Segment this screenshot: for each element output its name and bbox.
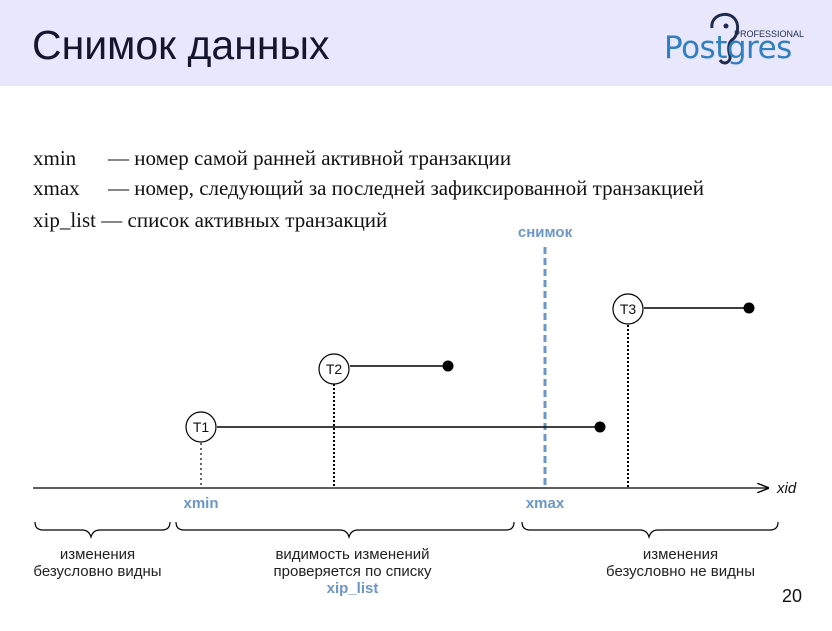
definition-term: xip_list [33, 208, 97, 232]
region-line: изменения [642, 546, 719, 563]
slide-title: Снимок данных [32, 22, 330, 68]
snapshot-label: снимок [518, 224, 573, 241]
definition-xmin: xmin — номер самой ранней активной транза… [33, 146, 511, 171]
t3-end-dot [743, 302, 755, 314]
brace-left [34, 521, 171, 540]
t1-label: T1 [193, 419, 210, 435]
t2-end-dot [442, 360, 454, 372]
t1-end-dot [594, 421, 606, 433]
elephant-icon [710, 12, 740, 65]
page-number: 20 [781, 586, 802, 606]
region-line: безусловно видны [33, 563, 162, 580]
region-accent-line: xip_list [326, 580, 379, 597]
logo-brand: Postgres [664, 30, 792, 66]
region-line: изменения [59, 546, 136, 563]
brace-middle [175, 521, 515, 540]
t2-label: T2 [326, 361, 343, 377]
region-line: видимость изменений [275, 546, 430, 563]
postgres-logo: Postgres PROFESSIONAL [664, 10, 814, 74]
definition-xip-list: xip_list — список активных транзакций [33, 208, 387, 233]
definition-text: — номер самой ранней активной транзакции [108, 146, 512, 170]
t3-node [612, 293, 644, 325]
xmin-marker: xmin [183, 495, 218, 512]
definition-text: — список активных транзакций [101, 208, 388, 232]
definition-term: xmax [33, 176, 80, 200]
t1-node [185, 411, 217, 443]
region-line: проверяется по списку [273, 563, 432, 580]
definition-term: xmin [33, 146, 77, 170]
axis-label: xid [776, 480, 797, 497]
region-visible: изменения безусловно видны [20, 546, 175, 580]
definition-xmax: xmax — номер, следующий за последней зафи… [33, 176, 704, 201]
t3-label: T3 [620, 301, 637, 317]
definition-text: — номер, следующий за последней зафиксир… [108, 176, 704, 200]
region-check-list: видимость изменений проверяется по списк… [250, 546, 455, 597]
brace-right [521, 521, 779, 540]
slide-header [0, 0, 832, 86]
logo-tagline: PROFESSIONAL [734, 29, 805, 39]
region-line: безусловно не видны [606, 563, 755, 580]
t2-node [318, 353, 350, 385]
xmax-marker: xmax [526, 495, 565, 512]
region-invisible: изменения безусловно не видны [583, 546, 778, 580]
